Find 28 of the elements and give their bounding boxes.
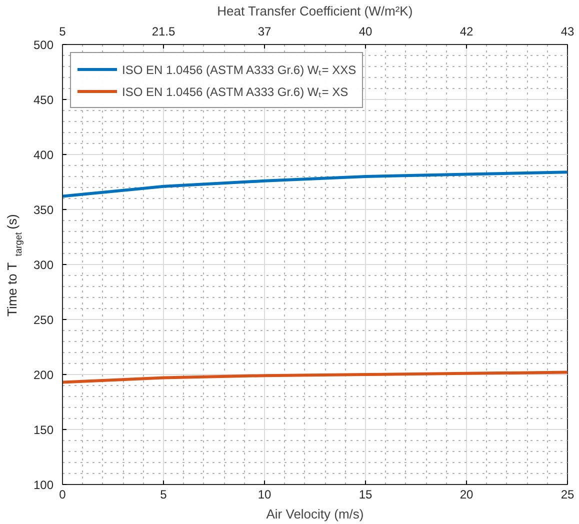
line-series xyxy=(62,170,568,198)
y-tick-label: 300 xyxy=(33,258,54,272)
y-tick-label: 100 xyxy=(33,478,54,492)
y-tick-label: 150 xyxy=(33,423,54,437)
x-tick-label: 20 xyxy=(460,488,474,502)
y-tick-label: 200 xyxy=(33,368,54,382)
x-tick-label: 25 xyxy=(560,488,574,502)
x-tick-label: 10 xyxy=(258,488,272,502)
x-axis-title: Air Velocity (m/s) xyxy=(266,506,364,522)
y-axis-title: Time to Ttarget (s) xyxy=(4,214,24,317)
text: 5 xyxy=(59,24,66,38)
x-tick-label: 5 xyxy=(160,488,168,502)
y-tick-label: 450 xyxy=(33,93,54,107)
x2-axis-title: Heat Transfer Coefficient (W/m²K) xyxy=(217,4,413,18)
y-tick-label: 350 xyxy=(33,203,54,217)
line-series xyxy=(62,370,568,384)
text: 37 xyxy=(258,24,272,38)
text: 43 xyxy=(560,24,574,38)
text: 42 xyxy=(460,24,474,38)
x-tick-label: 15 xyxy=(358,488,372,502)
y-tick-label: 250 xyxy=(33,313,54,327)
legend-label: ISO EN 1.0456 (ASTM A333 Gr.6) Wₜ= XXS xyxy=(122,62,356,78)
y-tick-label: 500 xyxy=(33,38,54,52)
text: 21.5 xyxy=(152,24,176,38)
y-tick-label: 400 xyxy=(33,148,54,162)
legend-label: ISO EN 1.0456 (ASTM A333 Gr.6) Wₜ= XS xyxy=(122,84,348,100)
text: 40 xyxy=(358,24,372,38)
x-tick-label: 0 xyxy=(59,488,66,502)
